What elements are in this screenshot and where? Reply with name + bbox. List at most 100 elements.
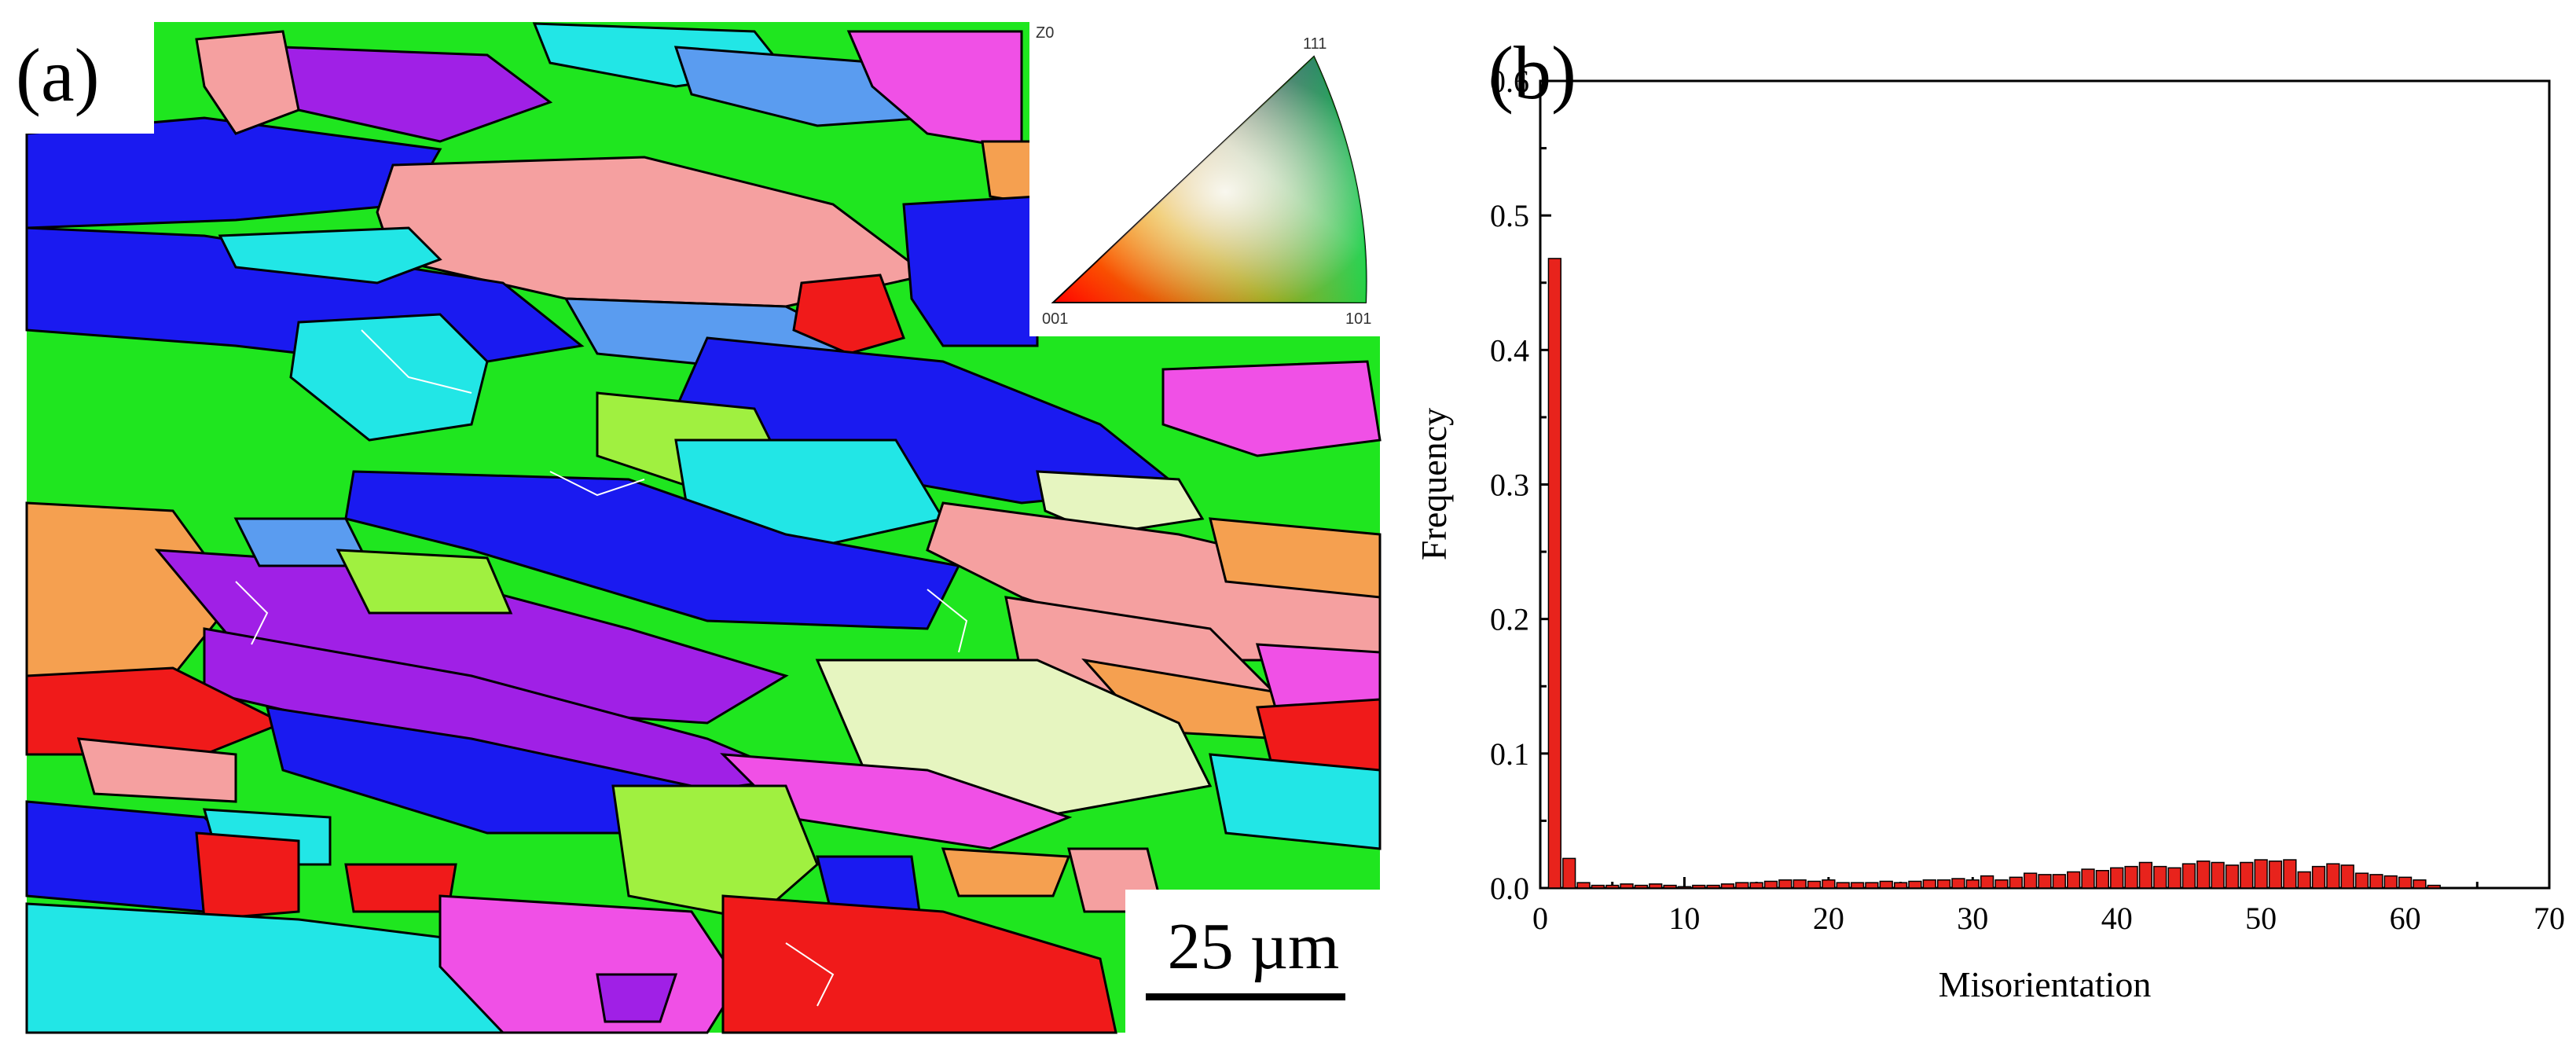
histogram-bar xyxy=(1576,882,1591,889)
histogram-bar xyxy=(2297,871,2311,889)
grain xyxy=(596,973,678,1023)
grain xyxy=(1036,470,1205,536)
histogram-bar xyxy=(1547,258,1561,889)
panel-b-label: (b) xyxy=(1488,31,1576,115)
y-tick-label: 0.1 xyxy=(1490,736,1529,772)
histogram-bars xyxy=(1547,258,2441,889)
scale-bar-background xyxy=(1125,890,1382,1034)
histogram-bar xyxy=(1879,880,1893,889)
histogram-bar xyxy=(1822,879,1836,889)
grain xyxy=(792,273,905,355)
histogram-bar xyxy=(1605,884,1620,889)
y-axis-label: Frequency xyxy=(1414,408,1454,560)
histogram-bar xyxy=(1922,879,1936,889)
x-axis-label: Misorientation xyxy=(1939,964,2152,1004)
grain xyxy=(336,549,513,615)
plot-frame xyxy=(1539,79,2551,890)
histogram-bar xyxy=(2383,875,2398,889)
y-tick-label: 0.6 xyxy=(1490,64,1529,99)
histogram-bar xyxy=(1850,882,1865,889)
histogram-bar xyxy=(2081,868,2095,889)
x-tick-label: 20 xyxy=(1813,901,1844,936)
ipf-triangle-highlight xyxy=(1053,57,1367,303)
histogram-bar xyxy=(2052,874,2066,889)
grain xyxy=(902,195,1039,347)
grain xyxy=(289,313,489,442)
histogram-bar xyxy=(2167,867,2182,889)
x-tick-label: 40 xyxy=(2101,901,2133,936)
histogram-bar xyxy=(1649,883,1663,889)
grain-map xyxy=(25,22,1382,1034)
low-angle-boundaries xyxy=(235,329,968,1007)
histogram-bar xyxy=(2138,861,2153,889)
histogram-bar xyxy=(2340,864,2354,889)
histogram-bar xyxy=(1692,884,1706,889)
histogram-bar xyxy=(1749,882,1763,889)
grain xyxy=(981,140,1039,206)
histogram-bar xyxy=(2311,865,2326,889)
x-tick-label: 60 xyxy=(2390,901,2421,936)
y-tick-label: 0.0 xyxy=(1490,871,1529,906)
histogram-bar xyxy=(1908,880,1922,889)
histogram-bar xyxy=(1663,884,1677,889)
ipf-corner-001: 001 xyxy=(1042,310,1068,328)
x-axis: 0 10 20 30 40 50 60 70 xyxy=(1532,877,2565,936)
histogram-bar xyxy=(1735,882,1749,889)
histogram-bar xyxy=(1936,879,1951,889)
histogram-bar xyxy=(2369,874,2383,889)
histogram-bar xyxy=(1562,857,1576,889)
histogram-bar xyxy=(1778,879,1793,889)
x-tick-label: 10 xyxy=(1668,901,1700,936)
ipf-corner-101: 101 xyxy=(1345,310,1371,328)
panel-a-label: (a) xyxy=(16,33,100,117)
grain xyxy=(611,784,819,921)
histogram-bar xyxy=(1980,875,1994,889)
grain xyxy=(941,847,1071,897)
ipf-color-key: Z0 111 001 101 xyxy=(1029,22,1383,336)
histogram-bar xyxy=(1720,883,1735,889)
histogram-bar xyxy=(2398,876,2413,889)
histogram-bar xyxy=(2268,861,2283,889)
histogram-bar xyxy=(2110,867,2124,889)
scale-bar-line xyxy=(1146,993,1345,1000)
histogram-bar xyxy=(2225,864,2240,889)
histogram-bar xyxy=(1836,882,1850,889)
histogram-bar xyxy=(1865,882,1879,889)
ebsd-ipf-map-panel: (a) Z0 111 001 101 25 µm xyxy=(16,22,1383,1034)
histogram-bar xyxy=(2095,869,2110,889)
histogram-bar xyxy=(2124,865,2138,889)
histogram-bar xyxy=(2427,884,2441,889)
scale-bar-label: 25 µm xyxy=(1168,910,1340,983)
histogram-bar xyxy=(2067,871,2081,889)
histogram-bar xyxy=(1893,882,1908,889)
histogram-bar xyxy=(1677,886,1692,889)
histogram-bar xyxy=(2182,863,2196,889)
ipf-corner-111: 111 xyxy=(1303,35,1327,53)
histogram-bar xyxy=(2240,861,2254,889)
ipf-key-title: Z0 xyxy=(1036,24,1054,42)
histogram-bar xyxy=(1994,879,2009,889)
scale-bar: 25 µm xyxy=(1125,890,1382,1034)
x-tick-label: 50 xyxy=(2245,901,2277,936)
y-tick-label: 0.3 xyxy=(1490,468,1529,503)
grain xyxy=(846,30,1023,151)
histogram-bar xyxy=(1763,880,1778,889)
histogram-bar xyxy=(1965,879,1980,889)
x-tick-label: 30 xyxy=(1957,901,1988,936)
y-tick-label: 0.4 xyxy=(1490,332,1529,368)
histogram-bar xyxy=(2153,865,2167,889)
x-tick-label: 70 xyxy=(2534,901,2565,936)
histogram-bar xyxy=(2326,863,2340,889)
histogram-bar xyxy=(2196,861,2211,889)
y-tick-label: 0.2 xyxy=(1490,602,1529,637)
histogram-bar xyxy=(2354,872,2369,889)
histogram-bar xyxy=(2413,879,2427,889)
histogram-bar xyxy=(2283,859,2297,889)
misorientation-histogram-panel: (b) 0.0 0.1 0.2 0.3 0.4 0.5 0.6 0 10 20 30 40 50 60 7… xyxy=(1383,0,2576,1053)
histogram-bar xyxy=(1634,884,1649,889)
low-angle-boundary xyxy=(235,581,269,645)
x-tick-label: 0 xyxy=(1532,901,1548,936)
histogram-bar xyxy=(2211,861,2225,889)
low-angle-boundary xyxy=(785,942,835,1007)
histogram-bar xyxy=(2254,859,2268,889)
